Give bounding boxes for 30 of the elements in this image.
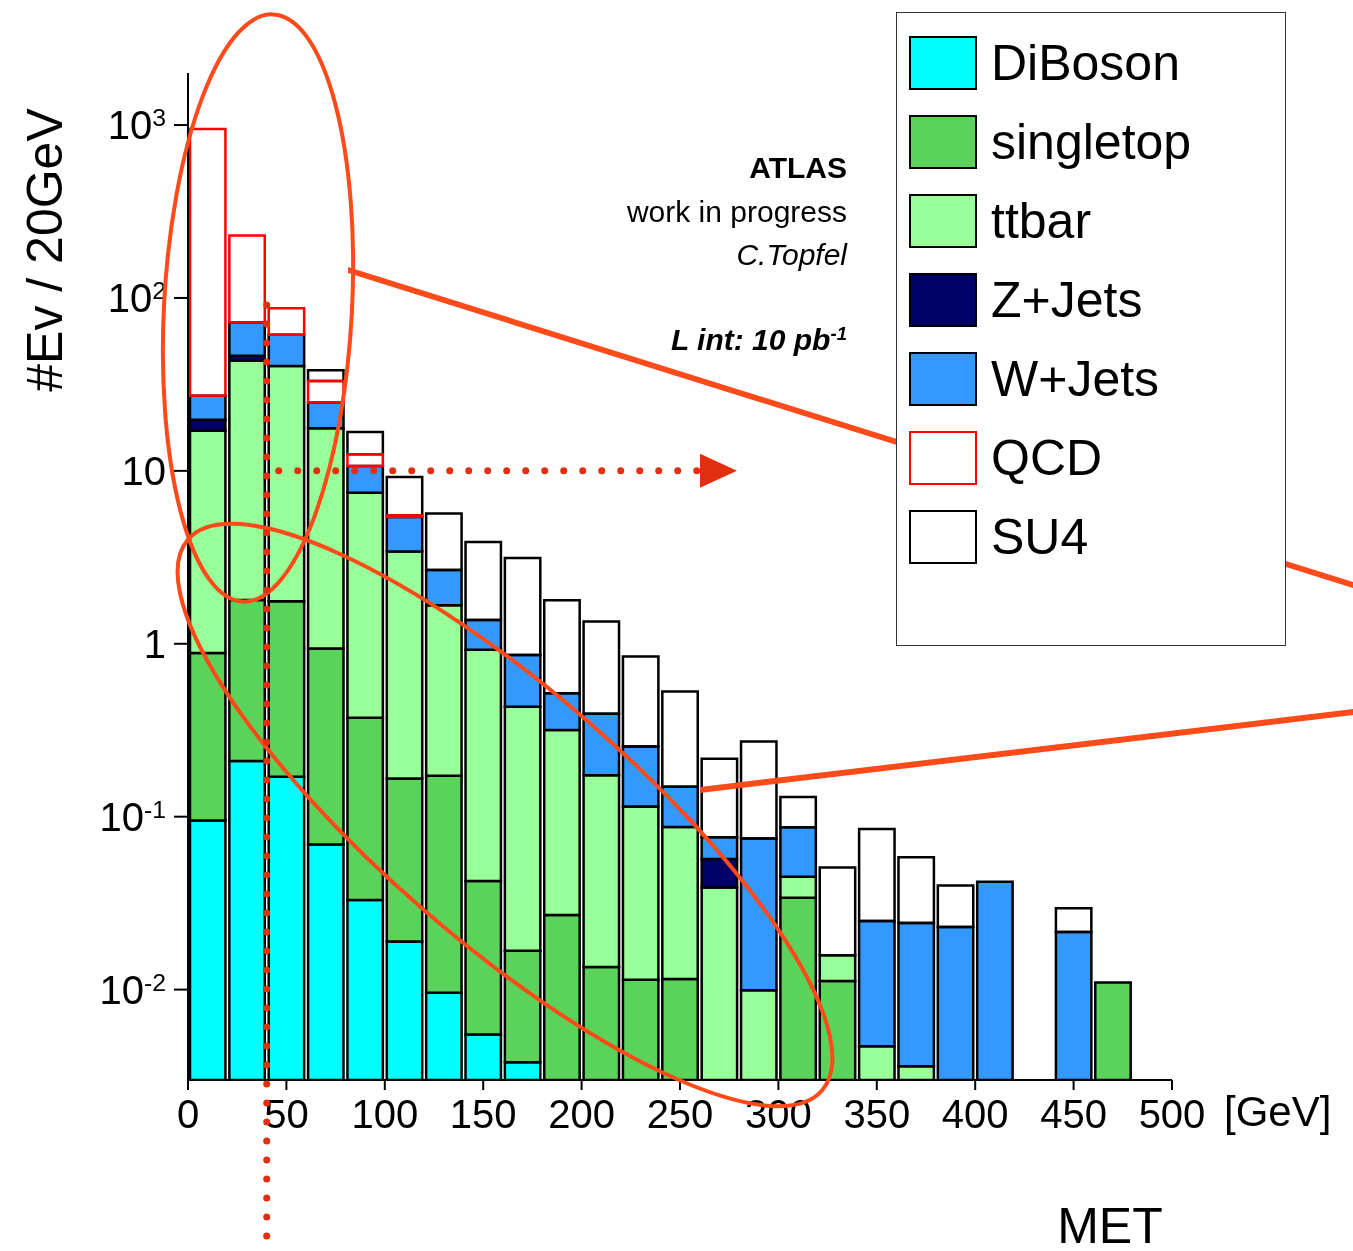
- x-tick-label: 150: [449, 1092, 517, 1136]
- y-axis-title: #Ev / 20GeV: [17, 107, 73, 392]
- x-tick-label: 400: [941, 1092, 1009, 1136]
- legend-label: QCD: [991, 428, 1103, 487]
- annotation: L int: 10 pb$^{-1}$: [671, 322, 847, 356]
- legend-label: SU4: [991, 507, 1089, 566]
- x-axis-title: MET: [1057, 1198, 1163, 1251]
- x-tick-label: 450: [1040, 1092, 1107, 1136]
- bar: [346, 453, 385, 468]
- x-tick-label: 500: [1138, 1092, 1206, 1136]
- text: [GeV]: [1224, 1088, 1332, 1135]
- x-tick-label: 100: [351, 1092, 419, 1136]
- y-tick-label: 1: [143, 621, 166, 666]
- legend-label: DiBoson: [991, 33, 1180, 92]
- x-tick-label: 250: [646, 1092, 714, 1136]
- x-tick-label: 200: [548, 1092, 615, 1136]
- legend-label: ttbar: [991, 191, 1092, 250]
- annotation: C.Topfel: [736, 238, 849, 271]
- bar: [385, 514, 424, 519]
- x-tick-label: 0: [176, 1092, 200, 1136]
- legend-label: W+Jets: [991, 349, 1160, 408]
- annotation: ATLAS: [749, 151, 847, 184]
- y-tick-label: 10$^{3}$: [107, 103, 166, 148]
- legend-label: singletop: [991, 112, 1192, 171]
- legend-label: Z+Jets: [991, 270, 1143, 329]
- y-tick-label: 10$^{-1}$: [99, 794, 166, 839]
- x-tick-label: 350: [843, 1092, 911, 1136]
- y-tick-label: 10: [121, 448, 166, 493]
- annotation: work in progress: [625, 195, 847, 228]
- y-tick-label: 10$^{-2}$: [99, 967, 166, 1012]
